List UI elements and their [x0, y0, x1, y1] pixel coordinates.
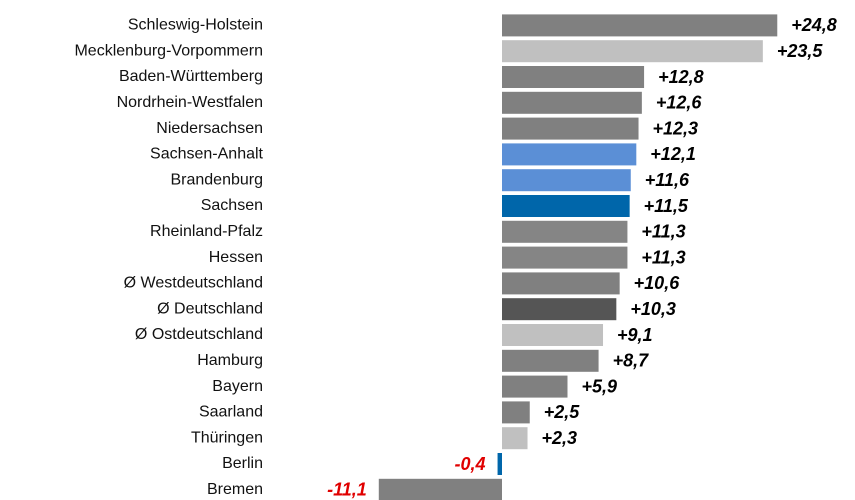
value-label: +12,8	[658, 67, 704, 87]
bar	[502, 246, 628, 269]
bar	[502, 272, 620, 295]
bar	[502, 375, 568, 398]
category-label: Mecklenburg-Vorpommern	[74, 42, 263, 59]
bar	[502, 427, 528, 450]
value-label: +11,5	[644, 196, 689, 216]
category-label: Baden-Württemberg	[119, 68, 263, 85]
value-label: +12,1	[650, 144, 696, 164]
value-label: +9,1	[617, 325, 653, 345]
category-label: Nordrhein-Westfalen	[117, 94, 263, 111]
bar	[502, 220, 628, 243]
bar	[502, 349, 599, 372]
category-label: Ø Deutschland	[157, 300, 263, 317]
category-label: Berlin	[222, 455, 263, 472]
value-label: +23,5	[777, 41, 824, 61]
bar	[502, 91, 642, 114]
bar	[502, 324, 604, 346]
bar	[497, 453, 502, 475]
value-label: +2,5	[544, 402, 581, 422]
category-label: Hamburg	[197, 352, 263, 369]
category-label: Sachsen-Anhalt	[150, 146, 264, 163]
value-label: +11,3	[641, 222, 685, 242]
value-label: +11,3	[641, 247, 685, 267]
category-label: Brandenburg	[170, 171, 263, 188]
category-label: Schleswig-Holstein	[128, 17, 263, 34]
category-label: Niedersachsen	[156, 120, 263, 137]
value-label: +10,3	[630, 299, 676, 319]
bar	[502, 143, 637, 166]
bar	[502, 117, 639, 140]
category-label: Saarland	[199, 404, 263, 421]
bar	[502, 401, 530, 424]
category-label: Bremen	[207, 481, 263, 498]
bar	[502, 195, 630, 217]
bar	[502, 40, 763, 63]
value-label: +12,6	[656, 93, 703, 113]
bar	[502, 169, 631, 192]
bar	[502, 298, 617, 321]
category-label: Thüringen	[191, 429, 263, 446]
category-label: Ø Ostdeutschland	[135, 326, 263, 343]
value-label: +10,6	[634, 273, 681, 293]
value-label: -0,4	[455, 454, 486, 474]
bar	[502, 14, 778, 37]
value-label: +12,3	[653, 118, 699, 138]
value-label: +24,8	[791, 15, 837, 35]
value-label: +5,9	[581, 376, 617, 396]
bar	[378, 478, 502, 500]
value-label: +11,6	[645, 170, 690, 190]
category-label: Bayern	[212, 378, 263, 395]
category-label: Rheinland-Pfalz	[150, 223, 263, 240]
value-label: -11,1	[327, 480, 367, 500]
category-label: Sachsen	[201, 197, 263, 214]
value-label: +8,7	[613, 351, 650, 371]
category-label: Hessen	[209, 249, 263, 266]
category-label: Ø Westdeutschland	[124, 275, 263, 292]
bar	[502, 66, 645, 88]
value-label: +2,3	[542, 428, 578, 448]
